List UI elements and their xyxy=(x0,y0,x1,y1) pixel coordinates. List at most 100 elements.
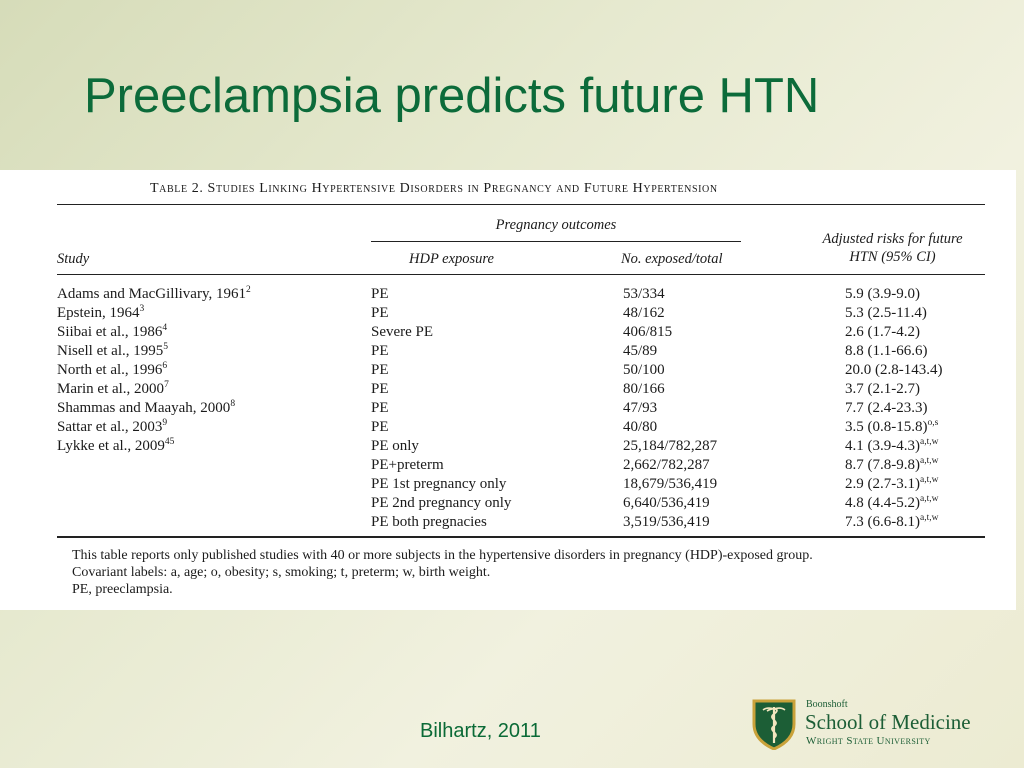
exposure-cell: PE both pregnacies xyxy=(371,514,487,530)
reference-number: 45 xyxy=(164,437,175,447)
study-cell: Adams and MacGillivary, 19612 xyxy=(57,285,251,304)
header-hdp-exposure: HDP exposure xyxy=(409,251,494,267)
exposure-cell: PE xyxy=(371,381,389,397)
study-cell: Shammas and Maayah, 20008 xyxy=(57,399,235,418)
covariate-labels: a,t,w xyxy=(920,437,939,447)
study-name: North et al., 1996 xyxy=(57,362,163,378)
footnote: Covariant labels: a, age; o, obesity; s,… xyxy=(72,565,491,580)
header-adjusted-risks: Adjusted risks for future HTN (95% CI) xyxy=(800,230,985,266)
study-name: Marin et al., 2000 xyxy=(57,381,165,397)
covariate-labels: o,s xyxy=(927,418,939,428)
reference-number: 8 xyxy=(230,399,236,409)
exposure-cell: PE xyxy=(371,419,389,435)
exposed-total-cell: 48/162 xyxy=(623,305,665,321)
logo-main-text: School of Medicine xyxy=(805,710,971,734)
covariate-labels: a,t,w xyxy=(920,494,939,504)
footnote: This table reports only published studie… xyxy=(72,548,813,563)
risk-value: 2.9 (2.7-3.1) xyxy=(845,476,920,492)
risk-value: 3.5 (0.8-15.8) xyxy=(845,419,928,435)
footnote: PE, preeclampsia. xyxy=(72,582,173,597)
study-cell: Lykke et al., 200945 xyxy=(57,437,174,456)
covariate-labels: a,t,w xyxy=(920,456,939,466)
study-name: Shammas and Maayah, 2000 xyxy=(57,400,231,416)
study-name: Epstein, 1964 xyxy=(57,305,140,321)
study-cell: Marin et al., 20007 xyxy=(57,380,169,399)
exposure-cell: PE only xyxy=(371,438,419,454)
citation: Bilhartz, 2011 xyxy=(420,720,541,742)
covariate-labels: a,t,w xyxy=(920,513,939,523)
risk-cell: 7.7 (2.4-23.3) xyxy=(845,399,928,418)
exposed-total-cell: 18,679/536,419 xyxy=(623,476,718,492)
exposed-total-cell: 3,519/536,419 xyxy=(623,514,710,530)
exposure-cell: PE 1st pregnancy only xyxy=(371,476,507,492)
risk-value: 4.8 (4.4-5.2) xyxy=(845,495,920,511)
risk-cell: 2.6 (1.7-4.2) xyxy=(845,323,920,342)
reference-number: 7 xyxy=(164,380,169,390)
study-cell: Sattar et al., 20039 xyxy=(57,418,167,437)
table-row: PE+preterm 2,662/782,287 8.7 (7.8-9.8)a,t,… xyxy=(0,456,1016,475)
study-cell: Epstein, 19643 xyxy=(57,304,144,323)
exposed-total-cell: 50/100 xyxy=(623,362,665,378)
table-row: Epstein, 19643 PE 48/162 5.3 (2.5-11.4) xyxy=(0,304,1016,323)
exposure-cell: PE xyxy=(371,343,389,359)
header-study: Study xyxy=(57,251,90,267)
exposure-cell: PE xyxy=(371,400,389,416)
table-row: Nisell et al., 19955 PE 45/89 8.8 (1.1-66.6… xyxy=(0,342,1016,361)
reference-number: 9 xyxy=(162,418,168,428)
risk-cell: 4.1 (3.9-4.3)a,t,w xyxy=(845,437,938,456)
risk-value: 8.8 (1.1-66.6) xyxy=(845,343,928,359)
table-caption: Table 2. Studies Linking Hypertensive Di… xyxy=(150,181,718,196)
risk-cell: 8.8 (1.1-66.6) xyxy=(845,342,928,361)
study-cell: Nisell et al., 19955 xyxy=(57,342,168,361)
header-risk-line2: HTN (95% CI) xyxy=(849,249,936,265)
study-cell: Siibai et al., 19864 xyxy=(57,323,167,342)
table-panel: Table 2. Studies Linking Hypertensive Di… xyxy=(0,170,1016,610)
caduceus-shield-icon xyxy=(752,699,796,750)
table-row: Lykke et al., 200945 PE only 25,184/782,28… xyxy=(0,437,1016,456)
risk-value: 7.7 (2.4-23.3) xyxy=(845,400,928,416)
exposed-total-cell: 80/166 xyxy=(623,381,665,397)
header-bottom-rule xyxy=(57,274,985,275)
exposed-total-cell: 47/93 xyxy=(623,400,658,416)
table-row: Marin et al., 20007 PE 80/166 3.7 (2.1-2.7) xyxy=(0,380,1016,399)
exposure-cell: PE+preterm xyxy=(371,457,444,473)
header-exposed-total: No. exposed/total xyxy=(621,251,723,267)
reference-number: 5 xyxy=(163,342,168,352)
exposed-total-cell: 25,184/782,287 xyxy=(623,438,718,454)
study-name: Siibai et al., 1986 xyxy=(57,324,163,340)
study-name: Adams and MacGillivary, 1961 xyxy=(57,286,246,302)
risk-cell: 20.0 (2.8-143.4) xyxy=(845,361,943,380)
table-row: Adams and MacGillivary, 19612 PE 53/334 5.9… xyxy=(0,285,1016,304)
reference-number: 3 xyxy=(139,304,145,314)
covariate-labels: a,t,w xyxy=(920,475,939,485)
risk-cell: 4.8 (4.4-5.2)a,t,w xyxy=(845,494,938,513)
exposed-total-cell: 6,640/536,419 xyxy=(623,495,710,511)
table-row: North et al., 19966 PE 50/100 20.0 (2.8-143… xyxy=(0,361,1016,380)
risk-cell: 3.5 (0.8-15.8)o,s xyxy=(845,418,938,437)
table-footnotes: This table reports only published studie… xyxy=(72,547,813,598)
exposure-cell: PE xyxy=(371,305,389,321)
exposed-total-cell: 53/334 xyxy=(623,286,665,302)
reference-number: 2 xyxy=(246,285,251,295)
risk-cell: 8.7 (7.8-9.8)a,t,w xyxy=(845,456,938,475)
table-row: Shammas and Maayah, 20008 PE 47/93 7.7 (2.4… xyxy=(0,399,1016,418)
study-name: Lykke et al., 2009 xyxy=(57,438,165,454)
risk-value: 7.3 (6.6-8.1) xyxy=(845,514,920,530)
exposure-cell: PE xyxy=(371,362,389,378)
risk-cell: 7.3 (6.6-8.1)a,t,w xyxy=(845,513,938,532)
table-body: Adams and MacGillivary, 19612 PE 53/334 5.9… xyxy=(0,285,1016,532)
risk-value: 5.3 (2.5-11.4) xyxy=(845,305,927,321)
risk-value: 3.7 (2.1-2.7) xyxy=(845,381,920,397)
risk-value: 5.9 (3.9-9.0) xyxy=(845,286,920,302)
risk-value: 8.7 (7.8-9.8) xyxy=(845,457,920,473)
risk-value: 2.6 (1.7-4.2) xyxy=(845,324,920,340)
study-name: Sattar et al., 2003 xyxy=(57,419,163,435)
slide-title: Preeclampsia predicts future HTN xyxy=(84,69,820,123)
risk-value: 4.1 (3.9-4.3) xyxy=(845,438,920,454)
table-row: Sattar et al., 20039 PE 40/80 3.5 (0.8-15.8… xyxy=(0,418,1016,437)
header-risk-line1: Adjusted risks for future xyxy=(822,231,963,247)
table-row: PE both pregnacies 3,519/536,419 7.3 (6.6-… xyxy=(0,513,1016,532)
exposure-cell: Severe PE xyxy=(371,324,434,340)
reference-number: 4 xyxy=(162,323,168,333)
header-pregnancy-outcomes: Pregnancy outcomes xyxy=(495,217,617,233)
